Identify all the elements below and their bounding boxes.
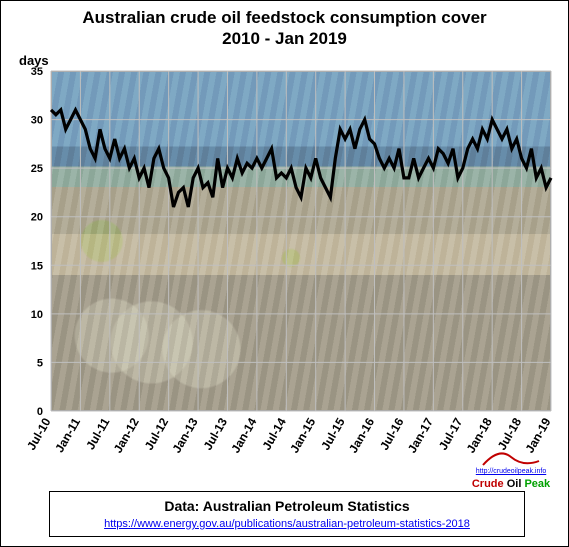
svg-text:Jul-11: Jul-11 — [83, 415, 112, 452]
svg-text:Jan-15: Jan-15 — [287, 415, 318, 455]
svg-text:25: 25 — [31, 163, 43, 175]
data-source-box: Data: Australian Petroleum Statistics ht… — [49, 491, 525, 537]
data-source-title: Data: Australian Petroleum Statistics — [54, 498, 520, 514]
svg-text:Jul-10: Jul-10 — [24, 415, 54, 452]
svg-text:Jan-12: Jan-12 — [111, 415, 142, 455]
svg-text:10: 10 — [31, 309, 43, 321]
svg-text:30: 30 — [31, 115, 43, 127]
chart-svg: 05101520253035 Jul-10Jan-11Jul-11Jan-12J… — [51, 71, 551, 411]
plot-area: 05101520253035 Jul-10Jan-11Jul-11Jan-12J… — [51, 71, 551, 411]
logo-url: http://crudeoilpeak.info — [461, 468, 561, 475]
svg-text:Jan-19: Jan-19 — [522, 415, 553, 455]
svg-text:Jul-13: Jul-13 — [201, 415, 231, 452]
svg-text:Jan-11: Jan-11 — [52, 415, 83, 455]
svg-text:Jul-17: Jul-17 — [436, 415, 466, 452]
svg-text:Jan-13: Jan-13 — [170, 415, 201, 455]
svg-text:15: 15 — [31, 260, 43, 272]
svg-text:Jul-14: Jul-14 — [259, 415, 289, 452]
svg-text:5: 5 — [37, 357, 43, 369]
svg-text:Jul-16: Jul-16 — [377, 415, 407, 452]
logo-curve-icon — [481, 451, 541, 467]
svg-text:Jan-14: Jan-14 — [228, 415, 259, 455]
svg-text:Jan-16: Jan-16 — [346, 415, 377, 455]
svg-text:Jul-12: Jul-12 — [142, 415, 172, 452]
data-line — [51, 110, 551, 207]
y-axis-ticks: 05101520253035 — [31, 66, 43, 418]
svg-text:35: 35 — [31, 66, 43, 78]
logo-brand: Crude Oil Peak — [472, 478, 550, 490]
gridlines — [51, 71, 551, 411]
svg-text:Jan-17: Jan-17 — [405, 415, 436, 455]
svg-text:Jul-15: Jul-15 — [318, 415, 348, 452]
svg-text:20: 20 — [31, 212, 43, 224]
svg-text:Jul-18: Jul-18 — [495, 415, 525, 452]
chart-container: Australian crude oil feedstock consumpti… — [0, 0, 569, 547]
data-source-link[interactable]: https://www.energy.gov.au/publications/a… — [104, 518, 470, 530]
title-line-1: Australian crude oil feedstock consumpti… — [82, 8, 486, 27]
x-axis-ticks: Jul-10Jan-11Jul-11Jan-12Jul-12Jan-13Jul-… — [24, 415, 554, 455]
title-line-2: 2010 - Jan 2019 — [222, 29, 347, 48]
crude-oil-peak-logo: http://crudeoilpeak.info Crude Oil Peak — [461, 451, 561, 491]
svg-text:Jan-18: Jan-18 — [464, 415, 495, 455]
chart-title: Australian crude oil feedstock consumpti… — [1, 1, 568, 50]
